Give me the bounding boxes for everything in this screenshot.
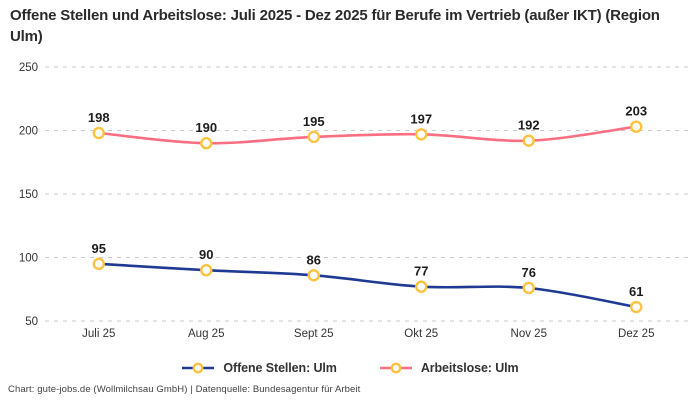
chart-canvas: 50 100 150 200 250 Juli 25 Aug 25 Sept 25 Okt 25… [19, 62, 690, 340]
value-label-offene-stellen-sept-25: 86 [307, 252, 321, 267]
marker-offene-stellen-dez-25[interactable] [630, 300, 643, 314]
y-tick-label-150: 150 [19, 189, 38, 201]
x-tick-label-juli-25: Juli 25 [82, 328, 115, 340]
marker-arbeitslose-juli-25[interactable] [92, 126, 105, 140]
value-label-arbeitslose-dez-25: 203 [625, 104, 647, 119]
chart-footer-attribution: Chart: gute-jobs.de (Wollmilchsau GmbH) … [8, 384, 361, 395]
marker-offene-stellen-sept-25[interactable] [307, 269, 320, 282]
x-tick-label-nov-25: Nov 25 [511, 328, 547, 340]
legend-line-marker-icon [379, 362, 412, 374]
y-tick-label-200: 200 [19, 126, 38, 138]
series-line-offene-stellen [97, 262, 638, 309]
value-label-arbeitslose-okt-25: 197 [410, 111, 432, 126]
value-label-arbeitslose-aug-25: 190 [195, 120, 217, 135]
series-line-arbeitslose [97, 125, 638, 145]
value-label-arbeitslose-sept-25: 195 [303, 114, 325, 129]
marker-arbeitslose-nov-25[interactable] [522, 134, 535, 147]
legend-label-arbeitslose: Arbeitslose: Ulm [420, 361, 519, 375]
value-label-offene-stellen-aug-25: 90 [199, 247, 213, 262]
value-label-offene-stellen-okt-25: 77 [414, 264, 428, 279]
y-tick-label-250: 250 [19, 62, 38, 74]
marker-arbeitslose-aug-25[interactable] [200, 136, 213, 150]
marker-arbeitslose-okt-25[interactable] [415, 128, 428, 141]
value-label-offene-stellen-dez-25: 61 [629, 284, 643, 299]
legend-line-marker-icon [182, 362, 215, 374]
marker-offene-stellen-aug-25[interactable] [200, 263, 213, 277]
x-tick-label-dez-25: Dez 25 [618, 328, 654, 340]
legend-item-offene-stellen[interactable]: Offene Stellen: Ulm [181, 361, 337, 375]
chart-title: Offene Stellen und Arbeitslose: Juli 202… [10, 7, 660, 45]
value-label-offene-stellen-nov-25: 76 [522, 265, 536, 280]
marker-offene-stellen-nov-25[interactable] [522, 281, 535, 295]
value-label-arbeitslose-nov-25: 192 [518, 118, 540, 133]
value-label-offene-stellen-juli-25: 95 [92, 241, 106, 256]
legend-item-arbeitslose[interactable]: Arbeitslose: Ulm [379, 361, 519, 375]
y-tick-label-50: 50 [25, 316, 38, 328]
marker-arbeitslose-dez-25[interactable] [630, 120, 643, 133]
legend-label-offene-stellen: Offene Stellen: Ulm [223, 361, 337, 375]
marker-arbeitslose-sept-25[interactable] [307, 130, 320, 144]
chart-legend: Offene Stellen: Ulm Arbeitslose: Ulm [0, 361, 700, 375]
x-tick-label-okt-25: Okt 25 [404, 328, 438, 340]
marker-offene-stellen-okt-25[interactable] [415, 280, 428, 293]
x-tick-label-aug-25: Aug 25 [188, 328, 224, 340]
value-label-arbeitslose-juli-25: 198 [88, 110, 110, 125]
y-tick-label-100: 100 [19, 253, 38, 265]
x-tick-label-sept-25: Sept 25 [294, 328, 334, 340]
marker-offene-stellen-juli-25[interactable] [92, 257, 105, 271]
